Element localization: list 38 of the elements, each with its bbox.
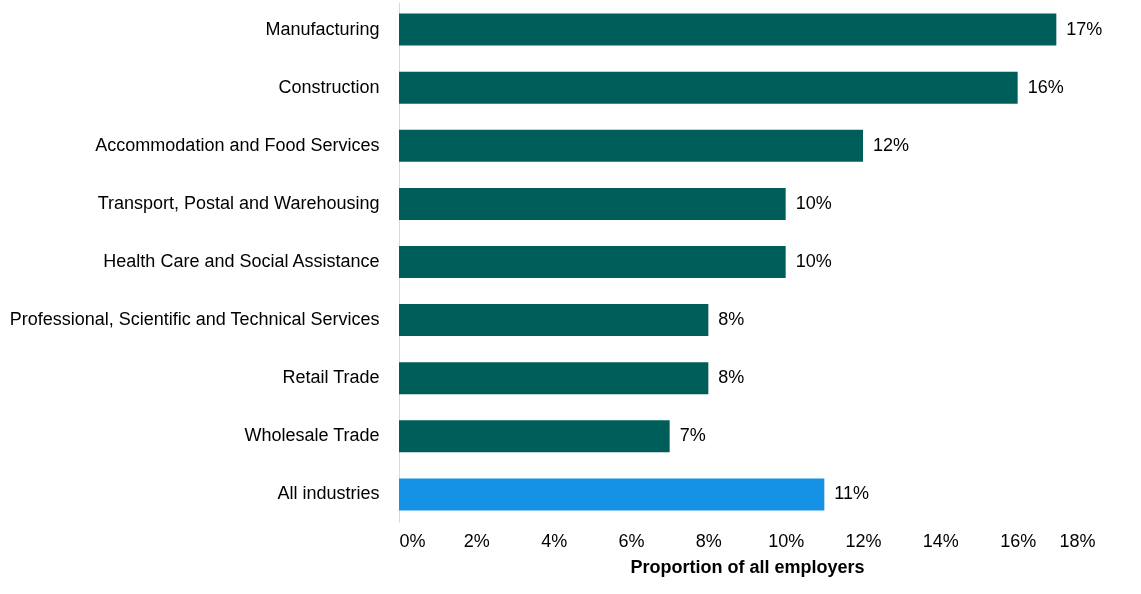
bar [399, 420, 670, 453]
data-label: 16% [1027, 76, 1064, 97]
bar [399, 13, 1057, 46]
data-label: 8% [718, 309, 745, 330]
y-tick-label: Transport, Postal and Warehousing [97, 192, 380, 213]
bar [399, 478, 825, 511]
y-tick-label: All industries [277, 483, 380, 504]
x-tick-label: 10% [768, 530, 805, 551]
y-tick-label: Professional, Scientific and Technical Services [9, 309, 380, 330]
bar [399, 187, 786, 220]
data-label: 17% [1066, 18, 1103, 39]
bar [399, 71, 1018, 104]
x-tick-label: 4% [541, 530, 568, 551]
x-tick-label: 2% [463, 530, 490, 551]
y-tick-label: Construction [278, 76, 380, 97]
y-tick-label: Accommodation and Food Services [95, 134, 380, 155]
x-tick-label: 18% [1059, 530, 1096, 551]
x-tick-label: 0% [399, 530, 426, 551]
data-label: 11% [834, 483, 870, 504]
x-tick-label: 6% [618, 530, 645, 551]
bar [399, 246, 786, 278]
x-tick-label: 12% [845, 530, 882, 551]
x-tick-label: 16% [1000, 530, 1037, 551]
data-label: 10% [795, 192, 832, 213]
x-tick-label: 14% [922, 530, 959, 551]
x-tick-label: 8% [695, 530, 722, 551]
y-tick-label: Health Care and Social Assistance [103, 251, 380, 271]
data-label: 7% [679, 425, 706, 446]
data-label: 8% [718, 367, 745, 388]
bar [399, 129, 863, 162]
data-label: 10% [795, 251, 832, 271]
y-tick-label: Manufacturing [265, 18, 380, 39]
y-tick-label: Wholesale Trade [244, 425, 380, 446]
data-label: 12% [873, 134, 910, 155]
bar [399, 362, 709, 395]
bar [399, 304, 709, 337]
x-axis-title: Proportion of all employers [630, 556, 865, 577]
y-tick-label: Retail Trade [282, 367, 380, 388]
